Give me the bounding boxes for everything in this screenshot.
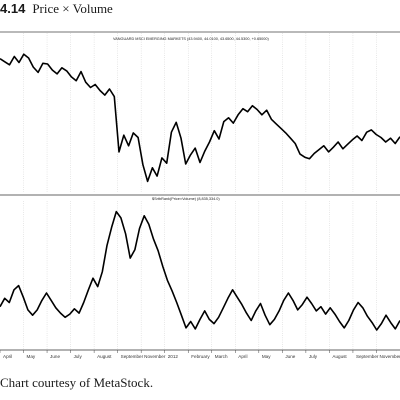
price-panel-title: VANGUARD MSCI EMERGING MARKETS (43.9400,…: [113, 37, 270, 41]
rank-panel-title: $SrtbRank(Price×Volume) (8,835,334.0): [152, 197, 220, 201]
x-tick-label: November: [144, 354, 166, 359]
x-tick-label: February: [191, 354, 210, 359]
x-tick-label: November: [379, 354, 400, 359]
x-tick-label: June: [285, 354, 295, 359]
price-series-line: [0, 53, 400, 183]
price-panel: VANGUARD MSCI EMERGING MARKETS (43.9400,…: [0, 31, 400, 192]
rank-panel: $SrtbRank(Price×Volume) (8,835,334.0): [0, 197, 400, 349]
figure-title: 4.14 Price × Volume: [0, 1, 113, 17]
x-tick-label: September: [356, 354, 379, 359]
x-tick-label: September: [121, 354, 144, 359]
price-panel-gridlines: [23, 33, 377, 192]
x-tick-label: 2012: [168, 354, 179, 359]
x-tick-label: July: [74, 354, 83, 359]
rank-series-line: [0, 210, 400, 331]
x-tick-label: May: [27, 354, 36, 359]
x-tick-label: July: [309, 354, 318, 359]
x-tick-label: June: [50, 354, 60, 359]
figure-caption: Chart courtesy of MetaStock.: [0, 375, 154, 390]
rank-panel-gridlines: [23, 201, 377, 349]
x-tick-label: May: [262, 354, 271, 359]
x-tick-label: April: [238, 354, 247, 359]
x-tick-label: August: [97, 354, 112, 359]
x-tick-label: August: [332, 354, 347, 359]
x-tick-label: April: [3, 354, 12, 359]
figure-title-text: Price × Volume: [32, 1, 113, 16]
figure-number: 4.14: [0, 1, 26, 16]
x-tick-label: March: [215, 354, 228, 359]
x-axis: April May June July August September November 2…: [0, 350, 400, 359]
